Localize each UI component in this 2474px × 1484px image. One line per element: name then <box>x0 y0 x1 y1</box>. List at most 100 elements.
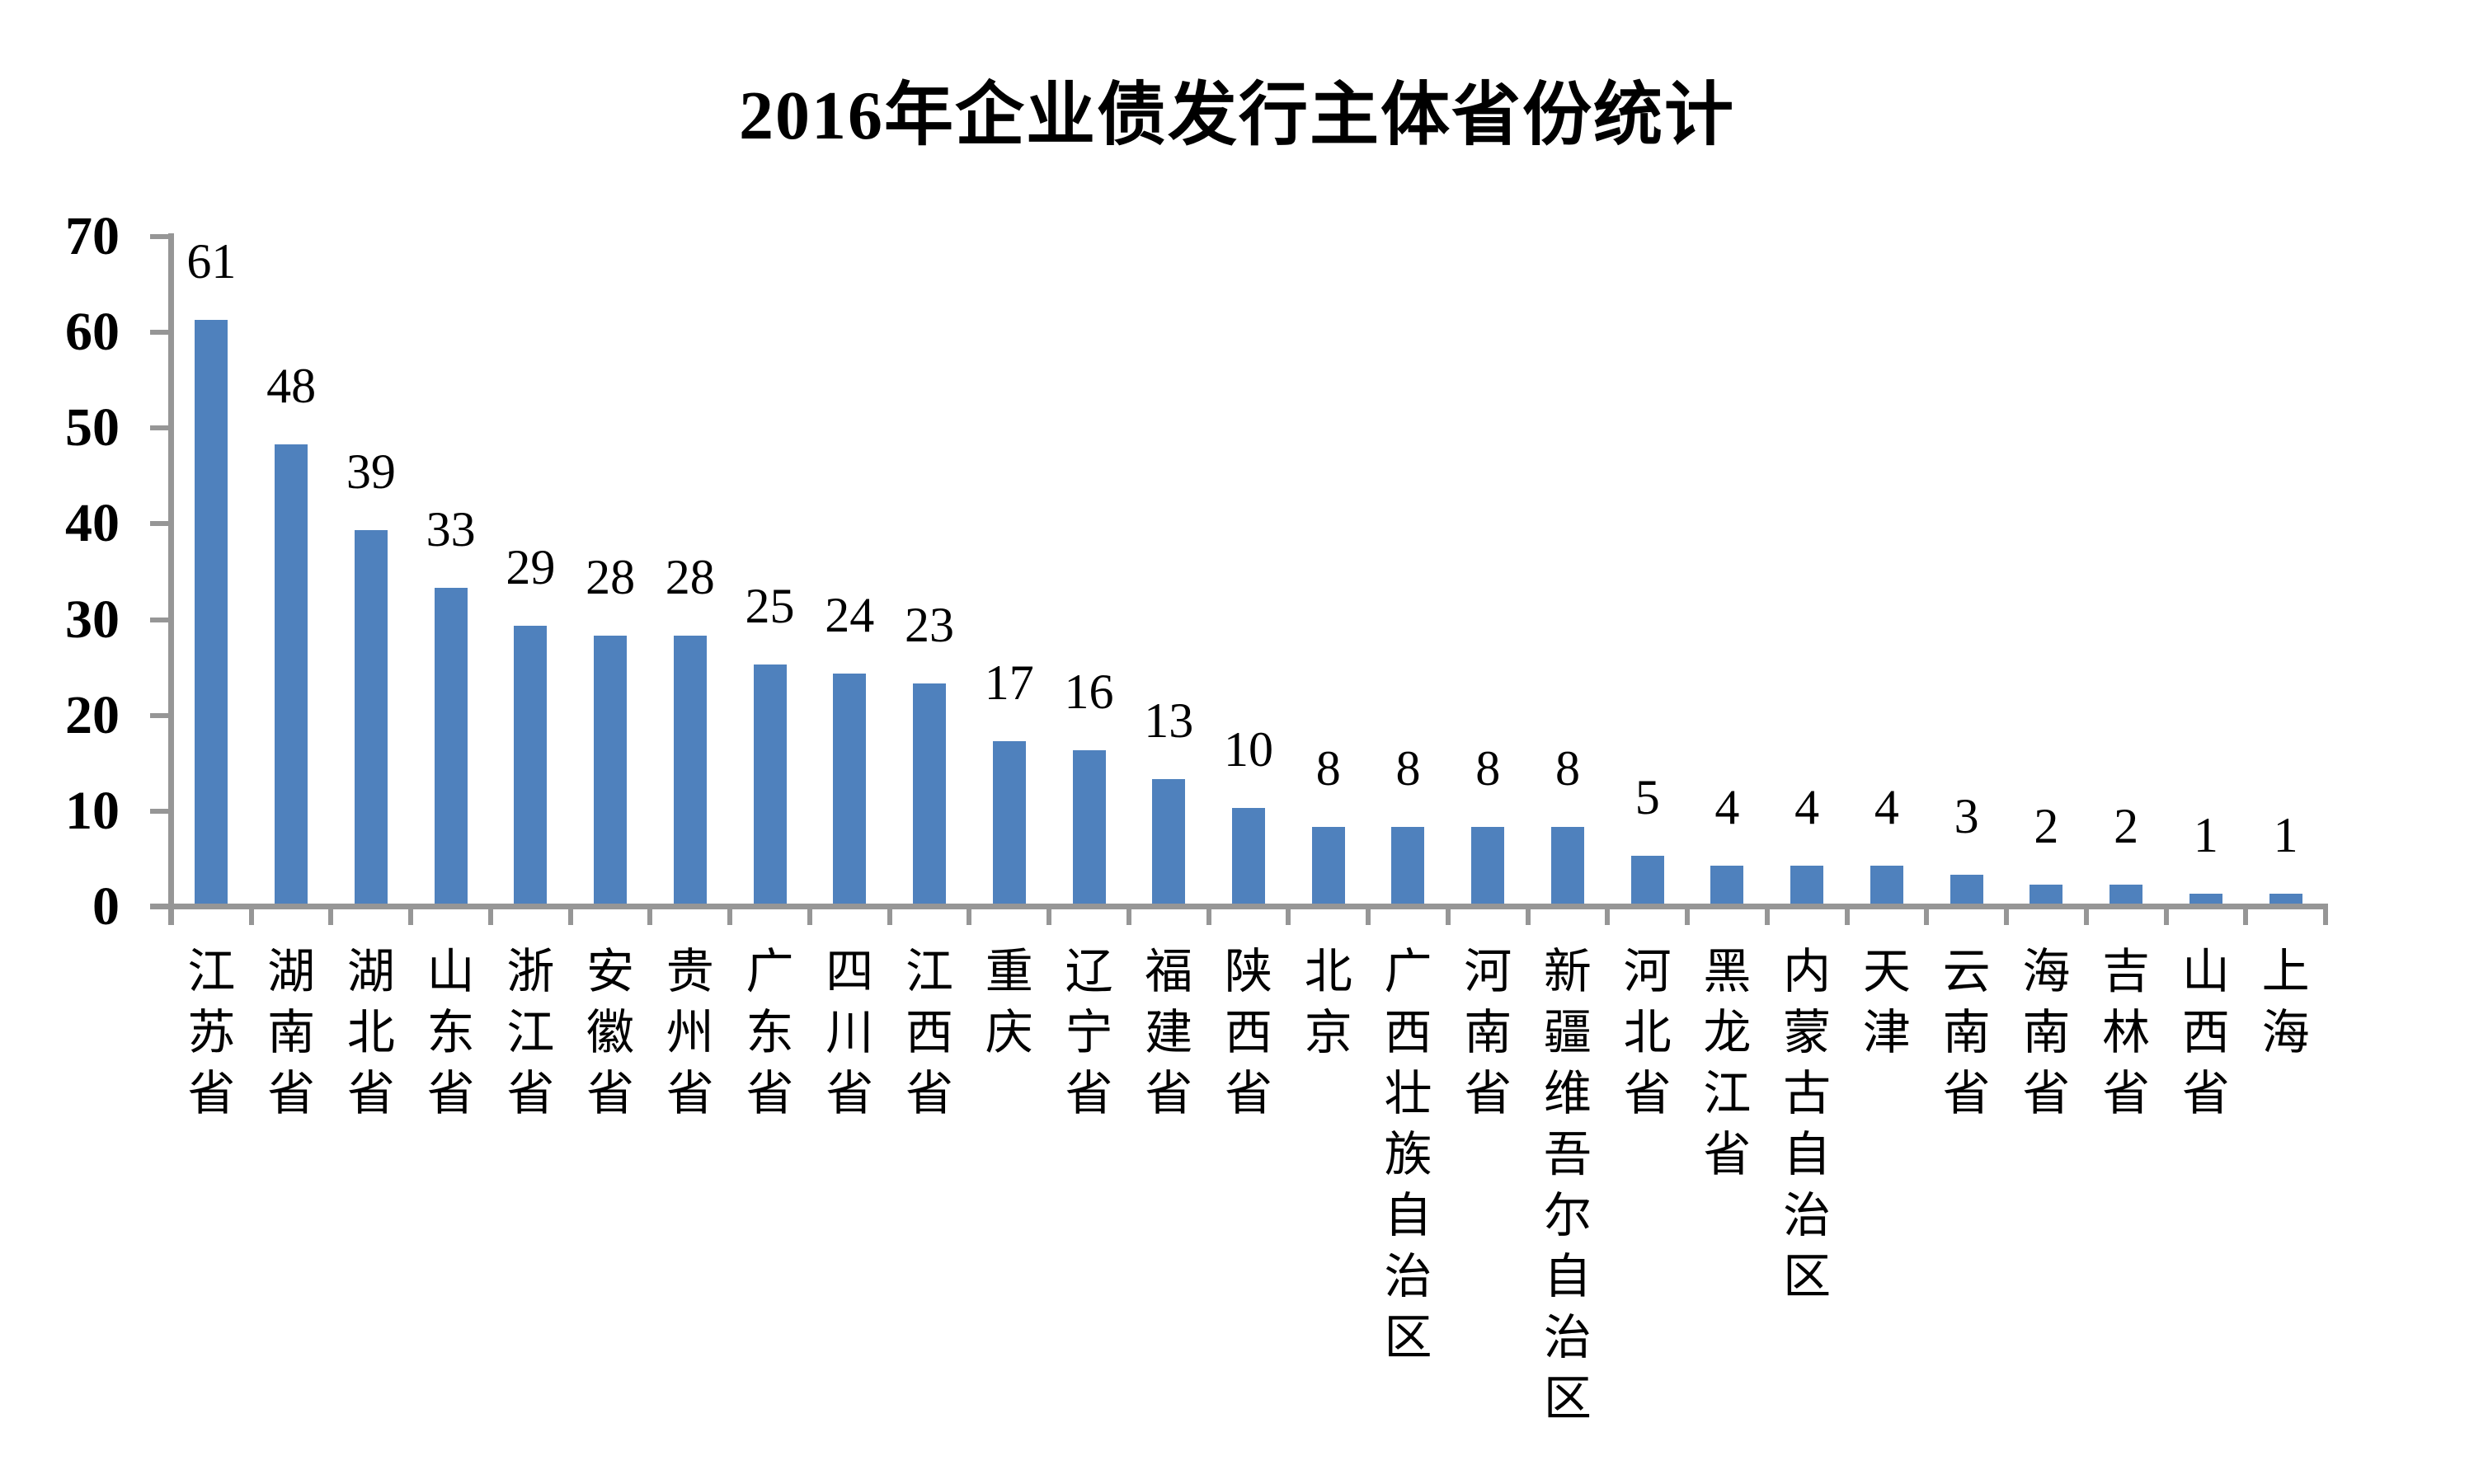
bar <box>753 664 787 904</box>
x-tick-mark <box>2083 904 2089 925</box>
bar-value-label: 1 <box>2193 808 2218 863</box>
category-label: 湖南省 <box>267 945 316 1120</box>
bar <box>1870 865 1903 904</box>
chart-title: 2016年企业债发行主体省份统计 <box>738 77 1735 154</box>
bar <box>1710 865 1744 904</box>
category-label: 重庆 <box>985 945 1033 1059</box>
x-tick-mark <box>1685 904 1691 925</box>
y-tick-mark <box>150 234 172 239</box>
category-label: 新疆维吾尔自治区 <box>1543 945 1592 1425</box>
y-axis-line <box>168 233 174 925</box>
x-tick-mark <box>2322 904 2328 925</box>
x-tick-mark <box>487 904 493 925</box>
bar-value-label: 8 <box>1395 741 1421 796</box>
bar-value-label: 4 <box>1714 779 1740 834</box>
bar-value-label: 2 <box>2034 798 2059 853</box>
x-tick-mark <box>1605 904 1611 925</box>
y-tick-mark <box>150 712 172 718</box>
y-axis-tick-label: 50 <box>65 397 120 458</box>
bar <box>1950 875 1983 904</box>
category-label: 北京 <box>1304 945 1352 1059</box>
bar <box>992 740 1026 904</box>
x-tick-mark <box>2163 904 2169 925</box>
x-tick-mark <box>647 904 653 925</box>
x-tick-mark <box>1366 904 1371 925</box>
y-axis-tick-label: 60 <box>65 302 120 363</box>
y-tick-mark <box>150 617 172 622</box>
bar-value-label: 17 <box>984 655 1034 710</box>
bar <box>673 635 707 904</box>
bar <box>2030 884 2063 904</box>
bar-value-label: 48 <box>266 358 317 413</box>
x-tick-mark <box>328 904 334 925</box>
bar-value-label: 25 <box>745 578 795 633</box>
bar <box>2269 894 2302 904</box>
y-axis-tick-label: 20 <box>65 684 120 745</box>
y-tick-mark <box>150 904 172 909</box>
category-label: 河南省 <box>1464 945 1512 1120</box>
category-label: 陕西省 <box>1224 945 1272 1120</box>
category-label: 贵州省 <box>666 945 714 1120</box>
bar-value-label: 23 <box>905 597 955 652</box>
bar-value-label: 28 <box>586 549 636 604</box>
y-tick-mark <box>150 521 172 527</box>
x-tick-mark <box>248 904 254 925</box>
category-label: 海南省 <box>2022 945 2071 1120</box>
bar-value-label: 3 <box>1954 789 1979 844</box>
bar-value-label: 4 <box>1794 779 1820 834</box>
bar <box>1630 855 1664 904</box>
y-axis-tick-label: 10 <box>65 780 120 841</box>
category-label: 江西省 <box>905 945 954 1120</box>
x-tick-mark <box>169 904 174 925</box>
bar <box>1072 750 1106 904</box>
x-tick-mark <box>1286 904 1291 925</box>
category-label: 广西壮族自治区 <box>1384 945 1432 1364</box>
x-tick-mark <box>1764 904 1770 925</box>
category-label: 黑龙江省 <box>1703 945 1752 1181</box>
y-axis-tick-label: 70 <box>65 206 120 266</box>
x-tick-mark <box>1844 904 1850 925</box>
x-tick-mark <box>807 904 812 925</box>
bar <box>354 530 388 904</box>
bar <box>1790 865 1824 904</box>
bar-value-label: 2 <box>2114 798 2139 853</box>
bar <box>594 635 628 904</box>
x-tick-mark <box>1445 904 1451 925</box>
y-axis-tick-label: 30 <box>65 589 120 650</box>
category-label: 山西省 <box>2181 945 2230 1120</box>
bar <box>913 683 947 904</box>
bar <box>1391 827 1425 904</box>
category-label: 吉林省 <box>2102 945 2151 1120</box>
bar-value-label: 28 <box>665 549 715 604</box>
category-label: 辽宁省 <box>1065 945 1113 1120</box>
y-axis-tick-label: 0 <box>92 876 120 937</box>
category-label: 四川省 <box>825 945 874 1120</box>
category-label: 安徽省 <box>586 945 635 1120</box>
category-label: 天津 <box>1862 945 1911 1059</box>
category-label: 江苏省 <box>187 945 236 1120</box>
bar <box>2189 894 2222 904</box>
bar-value-label: 8 <box>1475 741 1501 796</box>
x-tick-mark <box>727 904 733 925</box>
x-tick-mark <box>1525 904 1531 925</box>
bar-value-label: 5 <box>1634 769 1660 824</box>
category-label: 云南省 <box>1942 945 1991 1120</box>
x-tick-mark <box>1924 904 1930 925</box>
bar <box>1152 779 1186 904</box>
x-tick-mark <box>567 904 573 925</box>
category-label: 山东省 <box>426 945 475 1120</box>
y-tick-mark <box>150 330 172 336</box>
bar <box>1311 827 1345 904</box>
y-axis-tick-label: 40 <box>65 493 120 554</box>
category-label: 福建省 <box>1145 945 1193 1120</box>
x-tick-mark <box>1126 904 1131 925</box>
bar <box>195 319 228 904</box>
x-tick-mark <box>1206 904 1211 925</box>
category-label: 内蒙古自治区 <box>1783 945 1832 1303</box>
bar-value-label: 29 <box>506 540 556 595</box>
bar <box>514 626 548 904</box>
bar <box>833 674 867 904</box>
category-label: 浙江省 <box>506 945 555 1120</box>
bar-value-label: 13 <box>1144 693 1194 748</box>
